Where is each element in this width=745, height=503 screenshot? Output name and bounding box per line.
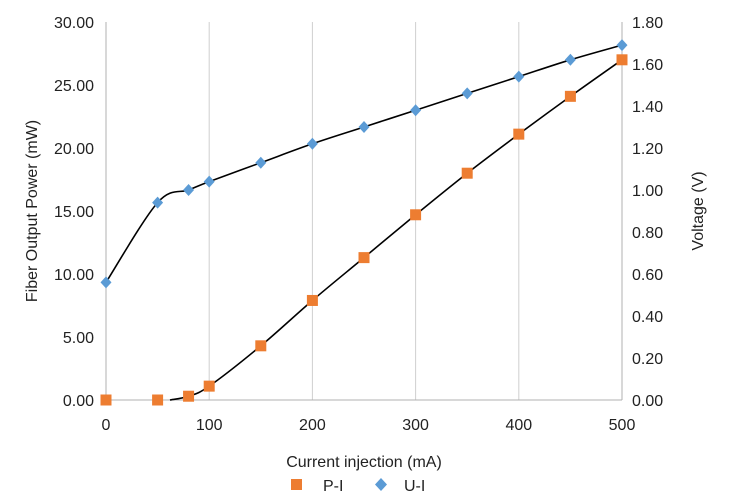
point-p-i [152,394,164,406]
legend: P-I U-I [291,478,425,495]
point-u-i [358,121,370,133]
left-y-tick-label: 5.00 [63,330,94,347]
right-y-tick-label: 0.80 [632,225,663,242]
left-y-axis-title: Fiber Output Power (mW) [24,120,41,302]
point-p-i [183,390,195,402]
left-y-tick-label: 30.00 [54,15,94,32]
trendline-u-i [105,44,623,283]
right-y-tick-labels: 0.00 0.20 0.40 0.60 0.80 1.00 1.20 1.40 1.60 1.80 [632,15,663,410]
point-u-i [183,184,195,196]
data-points [100,39,628,406]
point-u-i [152,196,164,209]
right-y-tick-label: 1.60 [632,57,663,74]
right-y-tick-label: 1.20 [632,141,663,158]
left-y-tick-label: 0.00 [63,393,94,410]
x-tick-label: 500 [609,417,636,434]
point-p-i [513,128,525,140]
left-y-tick-label: 20.00 [54,141,94,158]
point-p-i [255,340,267,352]
right-y-tick-label: 1.80 [632,15,663,32]
point-p-i [203,380,215,392]
left-y-tick-label: 10.00 [54,267,94,284]
point-u-i [306,137,318,150]
trendlines [105,44,623,401]
point-u-i [616,39,628,52]
point-p-i [564,90,576,102]
x-tick-label: 200 [299,417,326,434]
x-tick-label: 0 [102,417,111,434]
legend-marker-p-i [291,479,302,490]
point-u-i [203,175,215,188]
axes [105,22,623,401]
point-p-i [616,54,628,66]
x-tick-label: 400 [505,417,532,434]
right-y-tick-label: 0.40 [632,309,663,326]
legend-marker-u-i [375,478,387,491]
point-u-i [255,156,267,169]
right-y-tick-label: 1.00 [632,183,663,200]
x-axis-title: Current injection (mA) [286,454,442,471]
point-u-i [100,276,112,289]
point-p-i [461,167,473,179]
trendline-p-i [169,59,623,401]
point-p-i [410,209,422,221]
right-y-tick-label: 0.20 [632,351,663,368]
left-y-tick-label: 15.00 [54,204,94,221]
left-y-tick-label: 25.00 [54,78,94,95]
point-u-i [410,104,422,117]
point-u-i [513,70,525,83]
point-p-i [306,294,318,306]
right-y-tick-label: 0.60 [632,267,663,284]
point-p-i [358,252,370,264]
right-y-axis-title: Voltage (V) [690,171,707,250]
right-y-tick-label: 1.40 [632,99,663,116]
x-tick-label: 300 [402,417,429,434]
left-y-tick-labels: 0.00 5.00 10.00 15.00 20.00 25.00 30.00 [54,15,94,410]
x-tick-label: 100 [196,417,223,434]
point-u-i [461,87,473,100]
legend-label-u-i: U-I [404,478,425,495]
point-u-i [564,53,576,66]
point-p-i [100,394,112,406]
x-tick-labels: 0 100 200 300 400 500 [102,417,636,434]
right-y-tick-label: 0.00 [632,393,663,410]
legend-label-p-i: P-I [323,478,343,495]
